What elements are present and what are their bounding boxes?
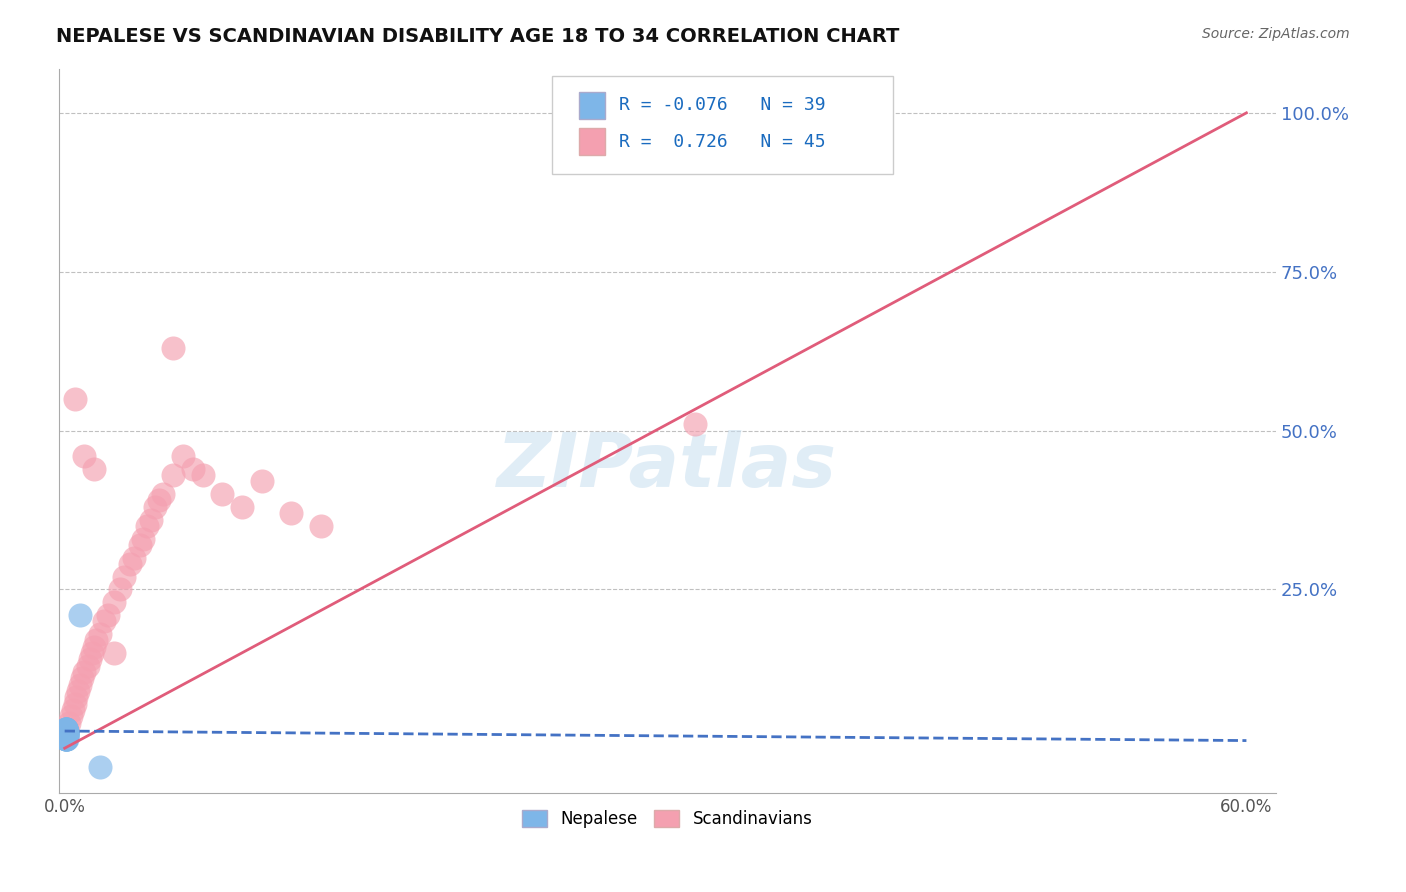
Point xyxy=(55,725,77,739)
Point xyxy=(55,722,77,736)
Point xyxy=(152,487,174,501)
Point xyxy=(55,729,77,743)
Point xyxy=(63,697,86,711)
Point xyxy=(55,722,77,736)
Point xyxy=(55,729,77,743)
Point xyxy=(89,627,111,641)
Point xyxy=(55,731,77,746)
Point xyxy=(55,731,77,746)
Point xyxy=(55,729,77,743)
Point xyxy=(56,729,79,743)
Point xyxy=(55,731,77,746)
Point xyxy=(55,725,77,739)
Point xyxy=(79,652,101,666)
Point xyxy=(55,722,77,736)
Point xyxy=(55,729,77,743)
Point xyxy=(55,722,77,736)
Point xyxy=(55,731,77,746)
Legend: Nepalese, Scandinavians: Nepalese, Scandinavians xyxy=(516,804,820,835)
Point xyxy=(280,506,302,520)
Point xyxy=(83,461,105,475)
Point xyxy=(148,493,170,508)
Point xyxy=(55,731,77,746)
Point xyxy=(62,703,84,717)
Point xyxy=(82,646,104,660)
Point xyxy=(55,731,77,746)
Point xyxy=(118,557,141,571)
Point xyxy=(143,500,166,514)
Point xyxy=(211,487,233,501)
Point xyxy=(162,468,184,483)
Point xyxy=(128,538,150,552)
Point xyxy=(56,729,79,743)
Point xyxy=(132,532,155,546)
Point xyxy=(112,570,135,584)
Point xyxy=(55,725,77,739)
Text: NEPALESE VS SCANDINAVIAN DISABILITY AGE 18 TO 34 CORRELATION CHART: NEPALESE VS SCANDINAVIAN DISABILITY AGE … xyxy=(56,27,900,45)
Point xyxy=(93,614,115,628)
Text: R = -0.076   N = 39: R = -0.076 N = 39 xyxy=(619,96,825,114)
Point xyxy=(122,550,145,565)
Point xyxy=(67,684,90,698)
Point xyxy=(103,646,125,660)
Point xyxy=(73,449,96,463)
Point xyxy=(55,725,77,739)
Point xyxy=(55,725,77,739)
Point xyxy=(55,722,77,736)
Point xyxy=(69,678,91,692)
Point xyxy=(55,729,77,743)
Point xyxy=(84,633,107,648)
Point xyxy=(191,468,214,483)
Text: Source: ZipAtlas.com: Source: ZipAtlas.com xyxy=(1202,27,1350,41)
Point xyxy=(250,475,273,489)
Point xyxy=(103,595,125,609)
Text: ZIPatlas: ZIPatlas xyxy=(498,430,838,503)
FancyBboxPatch shape xyxy=(578,92,606,120)
Point xyxy=(65,690,87,705)
Point xyxy=(55,729,77,743)
FancyBboxPatch shape xyxy=(551,76,893,174)
Text: R =  0.726   N = 45: R = 0.726 N = 45 xyxy=(619,133,825,151)
Point xyxy=(55,725,77,739)
Point xyxy=(55,725,77,739)
Point xyxy=(73,665,96,679)
Point xyxy=(72,671,94,685)
Point xyxy=(55,729,77,743)
Point xyxy=(56,729,79,743)
Point xyxy=(181,461,204,475)
Point xyxy=(55,729,77,743)
Point xyxy=(83,640,105,654)
Point xyxy=(59,709,82,723)
Point xyxy=(108,582,131,597)
Point xyxy=(77,658,100,673)
Point xyxy=(55,729,77,743)
Point xyxy=(136,519,159,533)
Point xyxy=(58,715,80,730)
Point xyxy=(162,341,184,355)
Point xyxy=(63,392,86,406)
Point xyxy=(172,449,194,463)
Point xyxy=(69,607,91,622)
Point xyxy=(55,729,77,743)
Point xyxy=(55,729,77,743)
Point xyxy=(55,725,77,739)
Point xyxy=(89,760,111,774)
Point xyxy=(231,500,253,514)
Point xyxy=(97,607,120,622)
Point xyxy=(55,729,77,743)
Point xyxy=(141,512,163,526)
Point xyxy=(55,731,77,746)
Point xyxy=(55,722,77,736)
Point xyxy=(56,729,79,743)
FancyBboxPatch shape xyxy=(578,128,606,155)
Point xyxy=(55,722,77,736)
Point xyxy=(309,519,332,533)
Point xyxy=(683,417,706,432)
